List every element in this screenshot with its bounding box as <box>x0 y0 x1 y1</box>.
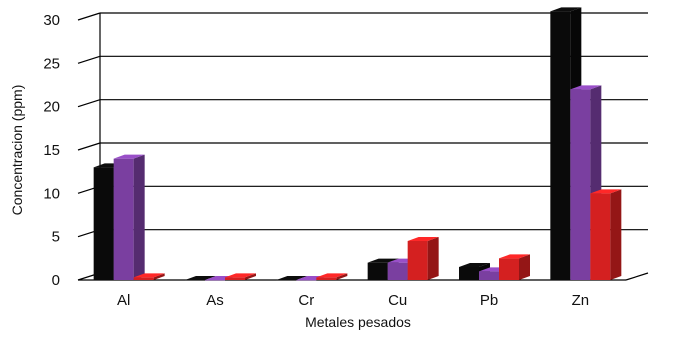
bar-top <box>499 254 530 259</box>
x-axis-title: Metales pesados <box>305 314 411 330</box>
bar-top <box>407 237 439 241</box>
gridline-slant <box>77 99 101 108</box>
bar-side <box>153 273 165 280</box>
y-tick-label: 30 <box>43 12 60 29</box>
bar <box>225 277 245 280</box>
bar-top <box>276 276 308 280</box>
bar <box>296 280 317 281</box>
bar-top <box>185 276 216 280</box>
bar <box>185 280 205 281</box>
y-axis-title: Concentracion (ppm) <box>9 85 25 216</box>
bar-side <box>245 273 256 280</box>
bar <box>113 158 134 280</box>
x-tick-label: As <box>206 292 224 309</box>
x-tick-label: Al <box>117 292 130 309</box>
bar <box>479 271 499 280</box>
bar-top <box>570 85 602 90</box>
y-tick-label: 25 <box>43 55 60 72</box>
bar-top <box>367 258 399 263</box>
bars <box>93 7 622 281</box>
floor-right-edge <box>625 272 649 281</box>
gridline-slant <box>77 12 101 21</box>
y-tick-labels: 0 5 10 15 20 25 30 <box>43 12 60 289</box>
y-tick-label: 0 <box>52 272 60 289</box>
y-tick-label: 15 <box>43 142 60 159</box>
x-tick-label: Zn <box>572 292 590 309</box>
bar-side <box>519 254 530 280</box>
bar <box>407 241 428 280</box>
bar-top <box>113 154 145 159</box>
y-tick-label: 10 <box>43 185 60 202</box>
bar <box>205 280 225 281</box>
x-tick-label: Cu <box>388 292 407 309</box>
bar-side <box>336 273 348 280</box>
bar <box>387 262 408 280</box>
bar <box>590 193 611 280</box>
bar-top <box>459 263 490 267</box>
gridline-slant <box>77 142 101 151</box>
bar-top <box>133 273 165 278</box>
bar <box>316 277 337 280</box>
bar <box>93 167 114 280</box>
bar-side <box>610 189 622 280</box>
bar <box>499 258 519 280</box>
bar-side <box>133 154 145 280</box>
bar <box>570 89 591 280</box>
bar <box>276 280 297 281</box>
bar-top <box>225 273 256 278</box>
bar <box>133 277 154 280</box>
y-tick-label: 5 <box>52 229 60 246</box>
bar-side <box>427 237 439 280</box>
bar <box>459 267 479 280</box>
x-tick-label: Pb <box>480 292 498 309</box>
x-tick-labels: Al As Cr Cu Pb Zn <box>117 292 589 309</box>
gridline-slant <box>77 55 101 64</box>
y-tick-label: 20 <box>43 99 60 116</box>
bar-top <box>550 7 582 12</box>
bar-top <box>316 273 348 278</box>
bar <box>550 11 571 280</box>
x-tick-label: Cr <box>298 292 314 309</box>
bar-top <box>590 189 622 194</box>
bar <box>367 262 388 280</box>
